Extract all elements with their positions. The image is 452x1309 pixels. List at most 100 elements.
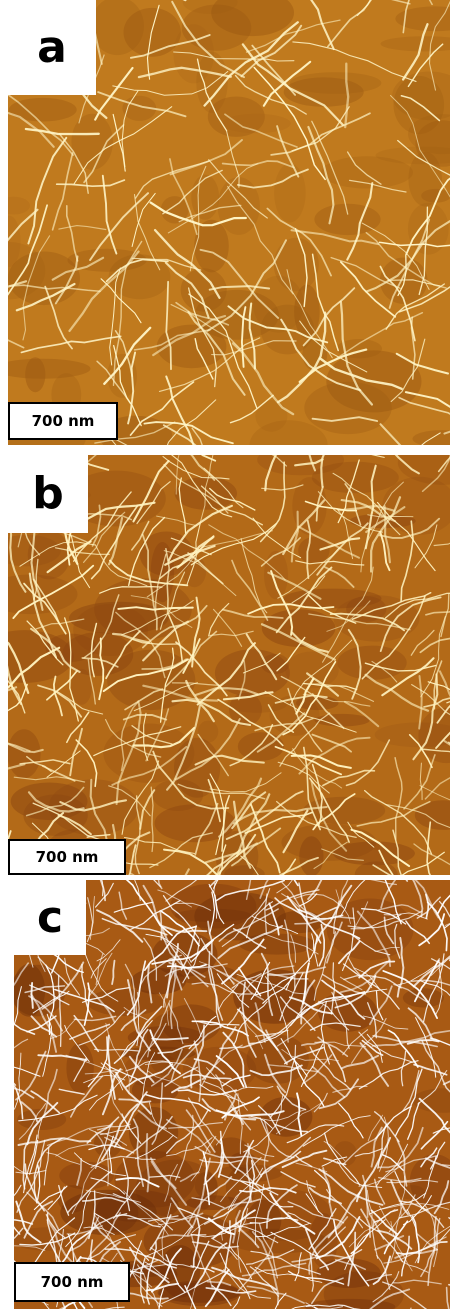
fibril <box>157 889 192 908</box>
fibril <box>157 1043 199 1054</box>
fibril <box>378 241 450 248</box>
fibril <box>260 537 301 567</box>
fibril <box>223 1093 237 1121</box>
fibril <box>41 765 76 782</box>
fibril <box>302 287 356 347</box>
fibril <box>8 665 23 705</box>
fibril <box>392 1279 442 1285</box>
fibril <box>130 1022 167 1078</box>
fibril <box>400 95 441 122</box>
fibril <box>227 305 329 344</box>
fibril <box>111 632 150 644</box>
fibril <box>313 1092 328 1113</box>
fibril <box>256 712 306 753</box>
fibril <box>142 684 219 702</box>
fibril <box>95 1122 113 1169</box>
fibril <box>364 789 433 855</box>
fibril <box>347 628 362 700</box>
fibril <box>438 670 450 698</box>
fibril <box>310 780 348 852</box>
fibril <box>175 455 180 495</box>
fibril <box>194 687 259 696</box>
fibril <box>244 1144 275 1157</box>
fibril <box>200 455 217 462</box>
fibril <box>237 1236 276 1292</box>
fibril <box>152 880 162 888</box>
fibril <box>372 1255 392 1285</box>
fibril <box>46 1152 81 1165</box>
fibril <box>90 958 107 979</box>
fibril <box>433 542 450 547</box>
fibril <box>405 177 450 255</box>
fibril <box>126 979 151 1052</box>
fibril <box>426 821 432 875</box>
fibril <box>306 1180 319 1213</box>
fibril <box>238 1008 264 1050</box>
fibril <box>44 285 73 350</box>
fibril <box>353 967 380 989</box>
fibril <box>162 894 200 940</box>
fibril <box>156 515 198 527</box>
fibril <box>122 713 168 721</box>
fibril <box>217 1138 225 1178</box>
fibril <box>383 1236 447 1264</box>
fibril <box>164 1163 178 1202</box>
fibril <box>308 455 317 472</box>
fibril <box>394 756 403 841</box>
fibril <box>227 1167 264 1211</box>
fibril <box>317 1036 349 1057</box>
fibril <box>282 809 309 854</box>
fibril <box>366 1189 373 1228</box>
fibril <box>404 391 450 408</box>
fibril <box>222 1031 248 1089</box>
fibril <box>294 458 324 467</box>
fibril <box>164 1066 199 1087</box>
fibril <box>26 620 64 666</box>
fibril <box>361 595 426 680</box>
fibril <box>73 491 132 562</box>
fibril <box>225 790 304 840</box>
fibril <box>158 535 215 580</box>
fibril <box>224 113 298 148</box>
fibril <box>146 1241 157 1305</box>
fibril <box>330 311 424 363</box>
fibril <box>318 1000 350 1031</box>
fibril <box>30 627 81 673</box>
fibril <box>108 1135 114 1174</box>
fibril <box>14 1066 41 1077</box>
fibril <box>306 519 312 579</box>
fibril <box>132 1118 145 1188</box>
fibril <box>267 704 295 733</box>
fibril <box>67 1170 112 1214</box>
fibril <box>294 916 355 925</box>
fibril <box>327 1191 361 1239</box>
fibril <box>222 1151 261 1191</box>
fibril <box>149 1214 172 1251</box>
fibril <box>221 1096 260 1119</box>
fibril <box>9 523 27 593</box>
fibril <box>270 112 371 156</box>
fibril <box>146 4 160 80</box>
fibril <box>346 182 374 261</box>
fibril <box>94 1131 110 1187</box>
fibril <box>56 690 104 715</box>
fibril <box>208 891 216 935</box>
fibril <box>149 1029 182 1075</box>
fibril <box>108 785 151 817</box>
fibril <box>17 1137 92 1146</box>
fibril <box>276 636 306 672</box>
fibril <box>394 1171 428 1211</box>
fibril <box>311 733 353 753</box>
fibril <box>30 523 44 611</box>
fibril <box>241 981 257 1058</box>
fibril <box>140 1257 146 1304</box>
fibril <box>28 1139 39 1175</box>
fibril <box>54 547 110 555</box>
fibril <box>83 124 125 184</box>
fibril <box>87 1036 108 1088</box>
fibril <box>350 913 402 930</box>
fibril <box>162 455 230 480</box>
fibril <box>264 893 268 934</box>
fibril <box>41 961 85 1010</box>
fibril <box>295 1154 313 1168</box>
